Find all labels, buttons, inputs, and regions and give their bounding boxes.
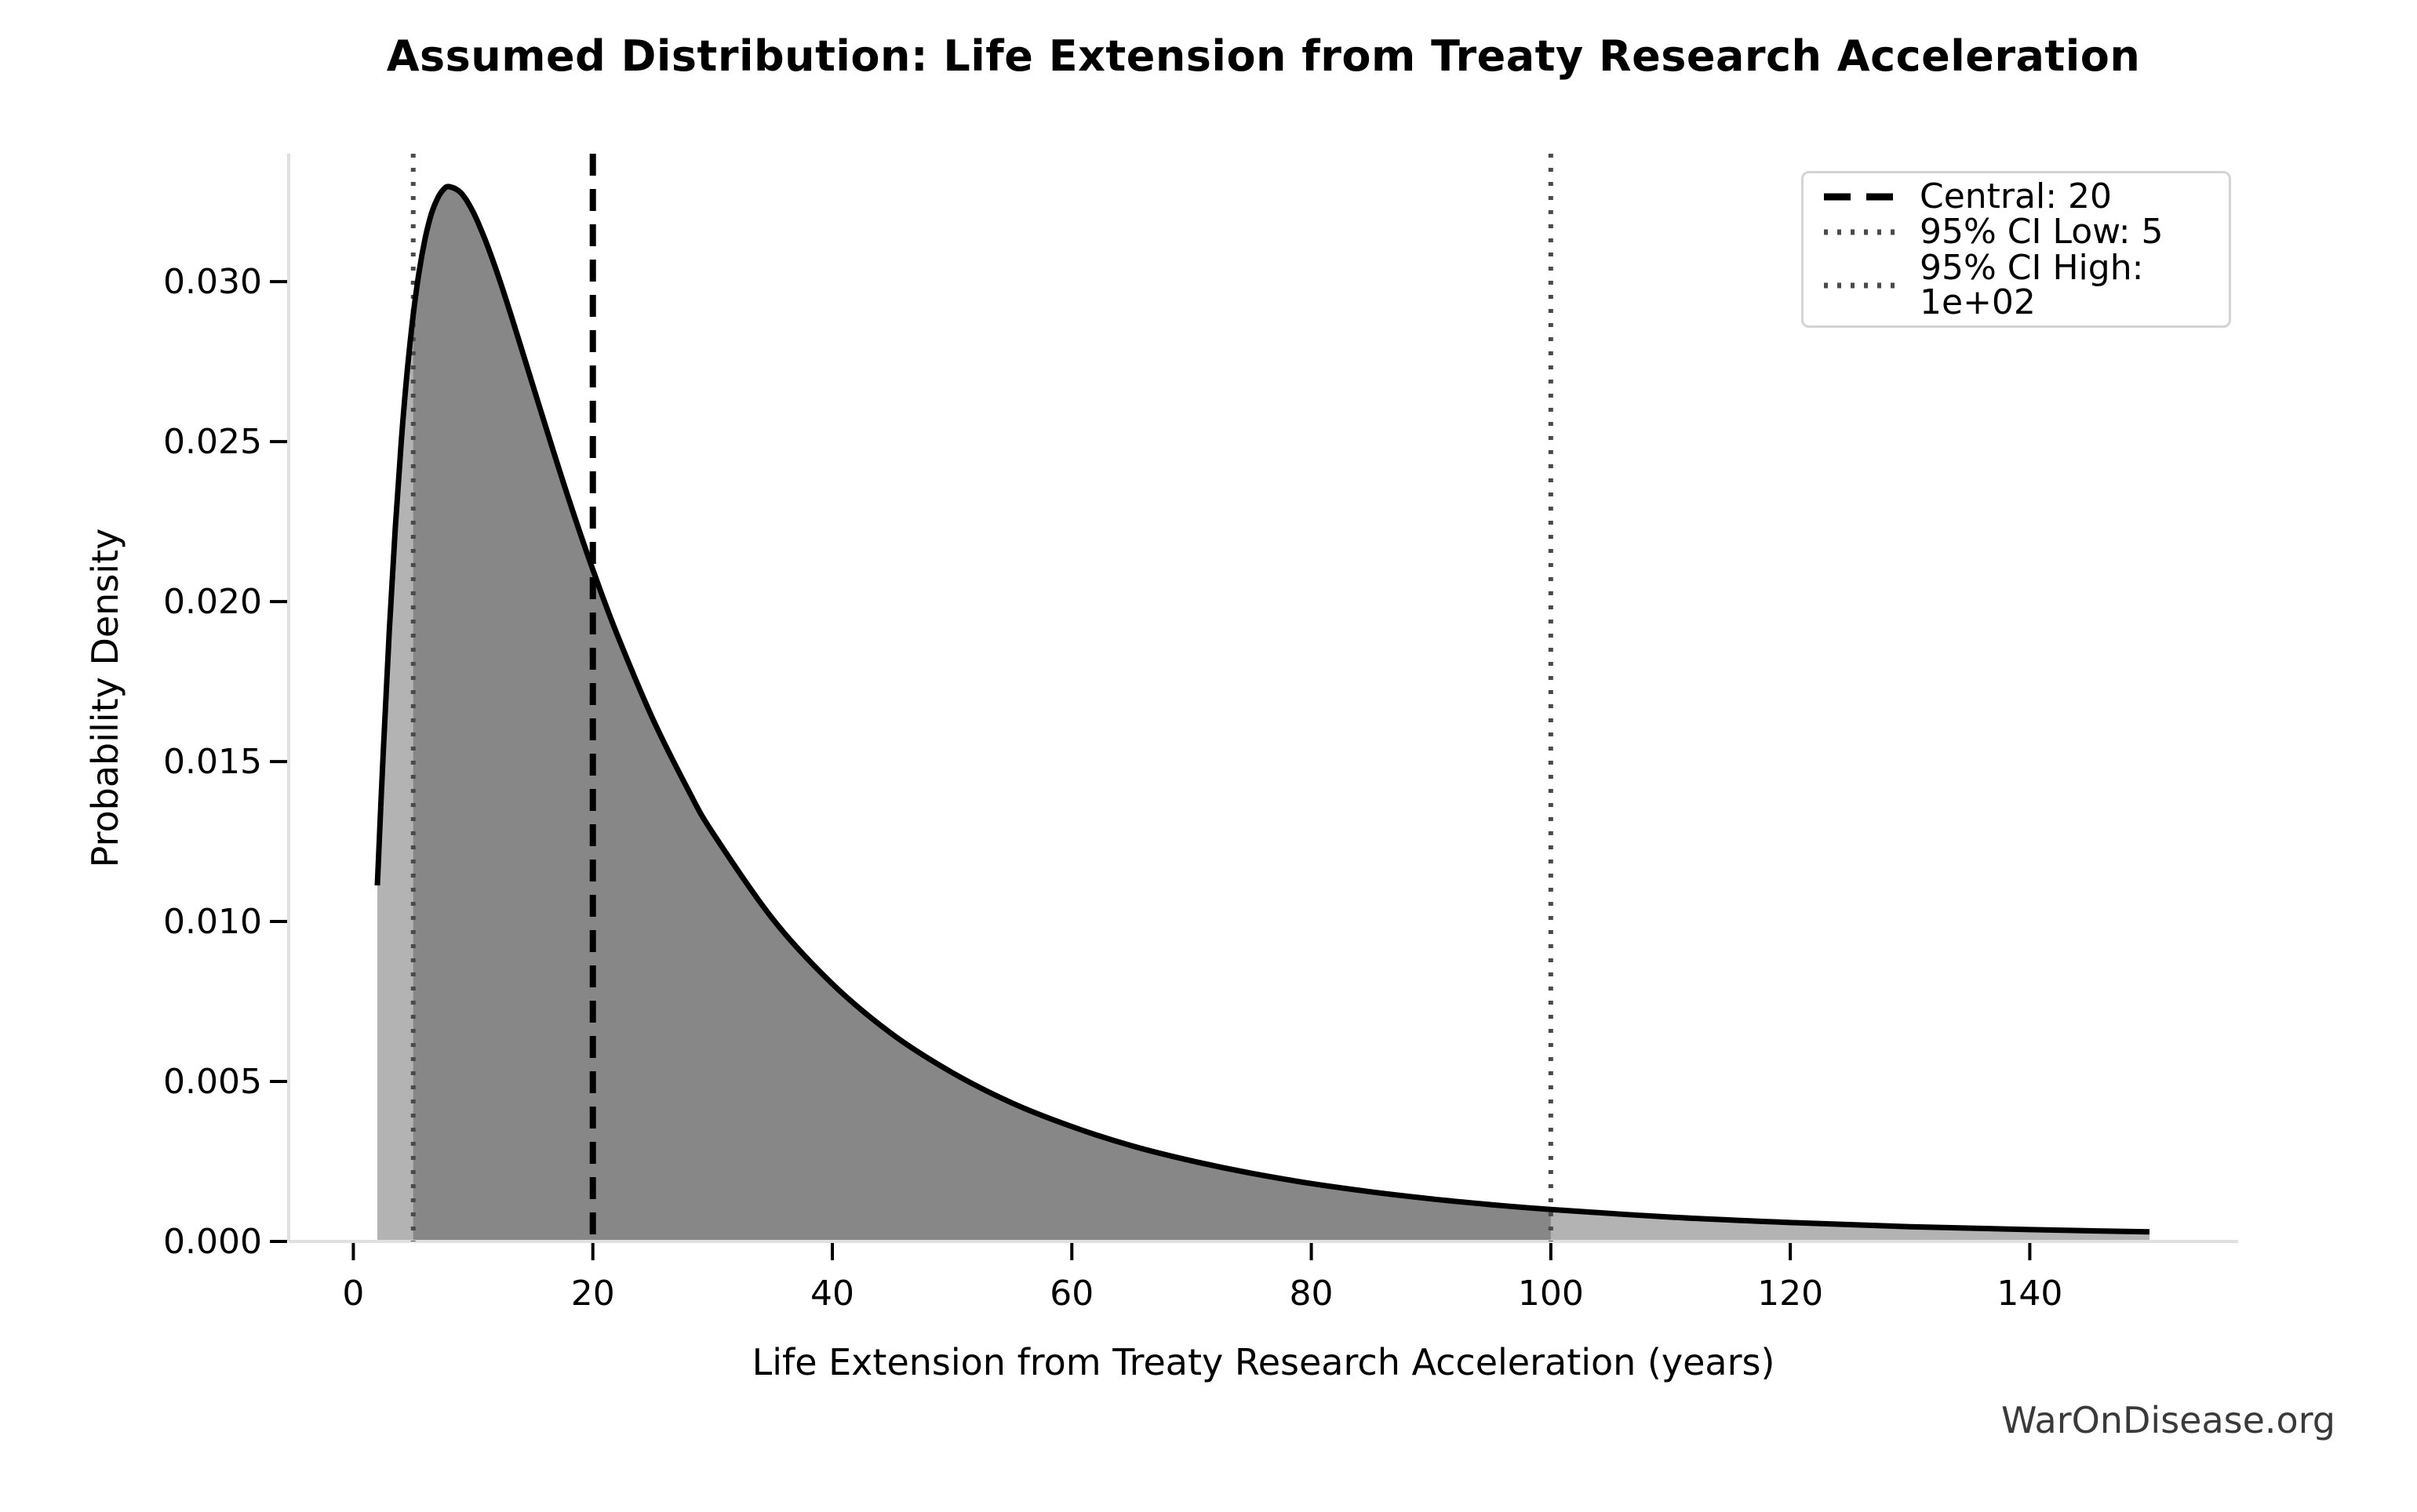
- x-tick-label: 40: [810, 1274, 854, 1314]
- dotted-line-sample-icon: [1824, 229, 1895, 235]
- x-tick-label: 60: [1050, 1274, 1094, 1314]
- y-tick-label: 0.015: [163, 742, 262, 782]
- x-axis-label: Life Extension from Treaty Research Acce…: [752, 1341, 1775, 1383]
- y-tick-label: 0.000: [163, 1222, 262, 1262]
- dotted-line-sample-icon: [1824, 282, 1895, 288]
- x-tick-label: 100: [1518, 1274, 1584, 1314]
- y-axis-label: Probability Density: [84, 528, 126, 868]
- x-tick-label: 0: [342, 1274, 364, 1314]
- legend-label-ci-low: 95% CI Low: 5: [1920, 212, 2164, 252]
- legend-label-central: Central: 20: [1920, 176, 2113, 216]
- distribution-fill-ci: [413, 186, 1551, 1241]
- y-tick-label: 0.010: [163, 902, 262, 942]
- x-tick-label: 140: [1997, 1274, 2062, 1314]
- legend-label-ci-high: 95% CI High: 1e+02: [1920, 247, 2144, 322]
- density-curve: [374, 184, 2150, 1235]
- x-tick-label: 120: [1757, 1274, 1823, 1314]
- y-tick-label: 0.025: [163, 422, 262, 462]
- y-tick-label: 0.005: [163, 1062, 262, 1102]
- x-tick-label: 20: [571, 1274, 615, 1314]
- legend-item-ci-high: 95% CI High: 1e+02: [1822, 247, 2210, 322]
- legend-item-central: Central: 20: [1822, 176, 2210, 216]
- page-title: Assumed Distribution: Life Extension fro…: [386, 31, 2141, 81]
- legend-item-ci-low: 95% CI Low: 5: [1822, 215, 2210, 249]
- dashed-line-sample-icon: [1824, 193, 1895, 200]
- x-tick-label: 80: [1290, 1274, 1334, 1314]
- legend-box: Central: 20 95% CI Low: 5 95% CI High: 1…: [1801, 171, 2231, 328]
- y-tick-label: 0.020: [163, 582, 262, 622]
- watermark: WarOnDisease.org: [2001, 1399, 2335, 1441]
- y-tick-label: 0.030: [163, 262, 262, 302]
